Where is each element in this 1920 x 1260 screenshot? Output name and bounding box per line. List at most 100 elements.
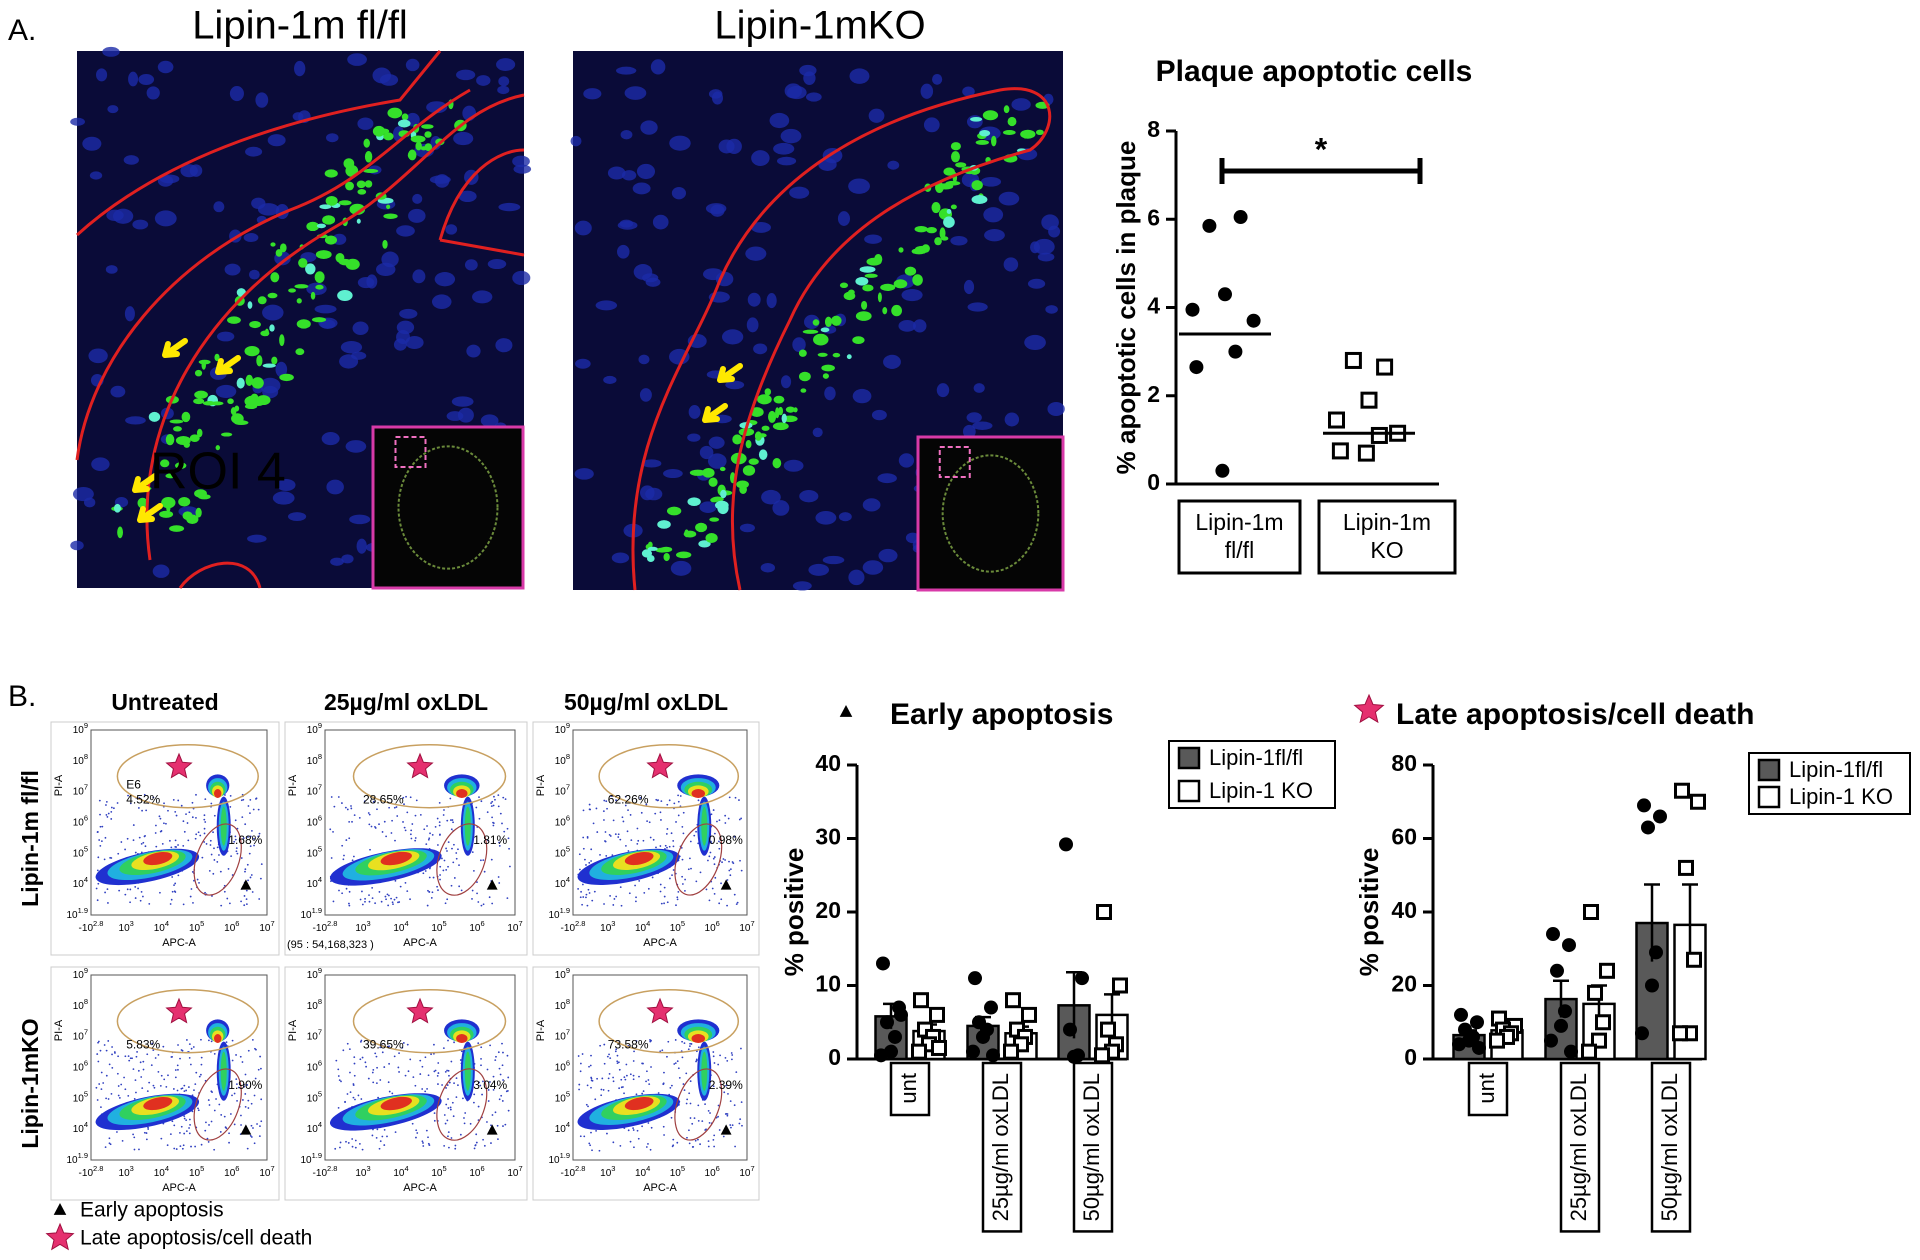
event-dot xyxy=(502,796,505,799)
flow-tick-label: 105 xyxy=(307,1089,322,1104)
tick-base: 10 xyxy=(307,786,319,797)
flow-tick-label: 104 xyxy=(555,1120,570,1135)
event-dot xyxy=(398,901,401,903)
event-dot xyxy=(673,802,676,805)
event-dot xyxy=(346,808,349,811)
event-dot xyxy=(692,1145,695,1148)
y-tick-label: 0 xyxy=(828,1044,841,1070)
tick-exponent: 4 xyxy=(566,875,570,884)
event-dot xyxy=(614,1050,617,1053)
event-dot xyxy=(213,859,216,861)
event-dot xyxy=(433,1043,435,1046)
event-dot xyxy=(377,1096,380,1099)
event-dot xyxy=(231,1039,234,1042)
event-dot xyxy=(730,1052,733,1054)
event-dot xyxy=(721,861,723,864)
flow-tick-label: 107 xyxy=(73,1028,88,1043)
tick-base: 10 xyxy=(635,1168,647,1179)
event-dot xyxy=(647,1122,650,1124)
event-dot xyxy=(191,801,194,804)
flow-tick-label: 105 xyxy=(189,919,204,934)
stained-cell xyxy=(319,204,332,210)
nucleus xyxy=(512,270,531,286)
event-dot xyxy=(391,901,394,904)
event-dot xyxy=(387,904,390,907)
event-dot xyxy=(347,1142,350,1144)
event-dot xyxy=(581,903,584,906)
event-dot xyxy=(434,1069,437,1072)
stained-cell xyxy=(305,263,316,275)
flow-tick-label: 106 xyxy=(705,919,720,934)
stained-cell xyxy=(950,204,957,210)
tick-base: 10 xyxy=(73,1124,85,1135)
event-dot xyxy=(425,1129,428,1132)
event-dot xyxy=(612,1076,614,1079)
flow-tick-label: 104 xyxy=(635,919,650,934)
event-dot xyxy=(623,1092,625,1095)
flow-y-label: PI-A xyxy=(53,774,65,796)
tick-exponent: 6 xyxy=(480,1164,484,1173)
event-dot xyxy=(668,845,671,848)
event-dot xyxy=(427,838,430,841)
tick-exponent: 4 xyxy=(646,919,650,928)
stained-cell xyxy=(316,223,326,229)
population xyxy=(380,1096,412,1111)
stained-cell xyxy=(785,406,795,413)
event-dot xyxy=(381,1135,384,1138)
event-dot xyxy=(223,1115,226,1118)
roi-outline xyxy=(145,93,525,561)
nucleus xyxy=(669,348,690,365)
stained-cell xyxy=(183,441,190,448)
event-dot xyxy=(137,1069,140,1072)
stained-cell xyxy=(813,333,829,346)
stained-cell xyxy=(262,363,276,368)
stained-cell xyxy=(295,348,305,356)
tick-exponent: 5 xyxy=(84,844,88,853)
stained-cell xyxy=(298,258,308,268)
flow-tick-label: 107 xyxy=(259,919,274,934)
event-dot xyxy=(689,1045,691,1048)
nucleus xyxy=(429,175,451,184)
flow-tick-label: 103 xyxy=(119,919,134,934)
event-dot xyxy=(596,831,599,833)
event-dot xyxy=(579,1062,582,1065)
stained-cell xyxy=(812,319,820,326)
event-dot xyxy=(390,897,392,900)
data-point xyxy=(894,1007,908,1022)
event-dot xyxy=(620,1078,623,1081)
event-dot xyxy=(590,1086,592,1089)
event-dot xyxy=(117,852,120,855)
flow-tick-label: 101.9 xyxy=(300,1151,322,1166)
stained-cell xyxy=(113,503,121,513)
stained-cell xyxy=(315,284,324,290)
event-dot xyxy=(672,1144,675,1147)
event-dot xyxy=(195,1071,198,1074)
event-dot xyxy=(722,858,725,860)
tick-exponent: 2.8 xyxy=(575,919,585,928)
stained-cell xyxy=(270,242,276,247)
event-dot xyxy=(490,805,493,808)
event-dot xyxy=(740,1047,742,1050)
event-dot xyxy=(124,1088,127,1091)
data-point xyxy=(1021,1006,1037,1023)
event-dot xyxy=(166,1144,169,1147)
event-dot xyxy=(689,857,691,860)
event-dot xyxy=(419,1059,422,1062)
event-dot xyxy=(659,883,662,886)
event-dot xyxy=(500,1094,503,1097)
event-dot xyxy=(729,1100,732,1103)
event-dot xyxy=(734,1145,737,1148)
event-dot xyxy=(140,1076,143,1078)
event-dot xyxy=(248,852,251,855)
event-dot xyxy=(616,1060,619,1063)
event-dot xyxy=(361,890,363,893)
significance-bar xyxy=(1219,158,1423,184)
event-dot xyxy=(188,1118,191,1121)
tick-exponent: 8 xyxy=(84,997,88,1006)
event-dot xyxy=(620,904,623,907)
event-dot xyxy=(134,1079,137,1081)
event-dot xyxy=(240,1124,242,1126)
event-dot xyxy=(189,895,192,898)
stained-cell xyxy=(912,274,923,286)
data-point xyxy=(1472,1040,1486,1055)
